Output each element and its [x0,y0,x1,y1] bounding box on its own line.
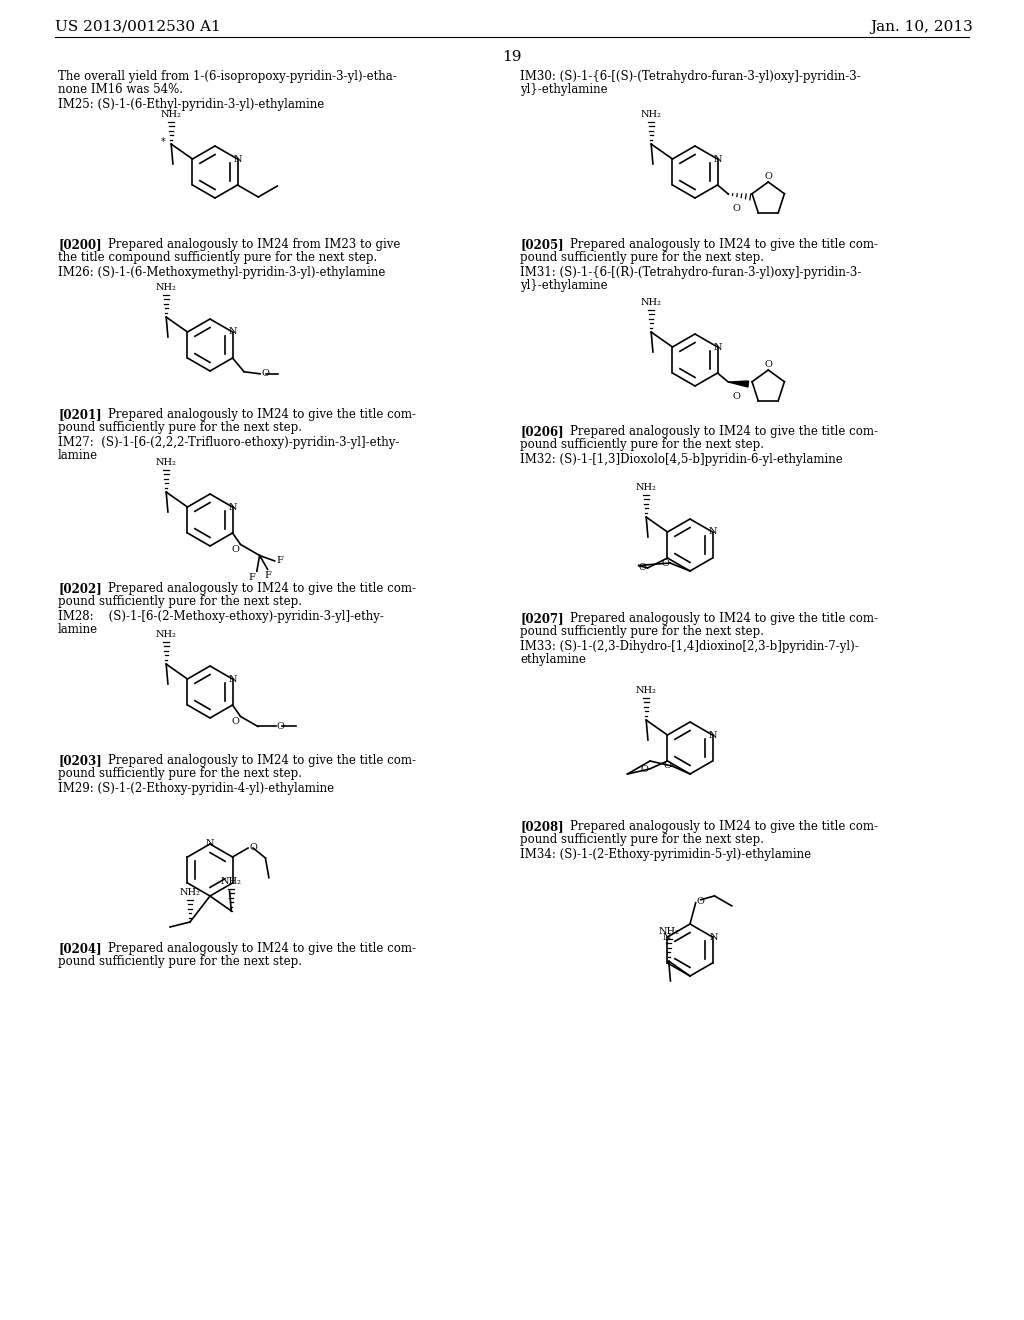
Text: N: N [709,730,717,739]
Text: [0203]: [0203] [58,754,101,767]
Text: N: N [206,838,214,847]
Text: F: F [248,573,255,582]
Text: O: O [732,205,740,213]
Text: *: * [161,137,166,147]
Text: IM25: (S)-1-(6-Ethyl-pyridin-3-yl)-ethylamine: IM25: (S)-1-(6-Ethyl-pyridin-3-yl)-ethyl… [58,98,325,111]
Text: lamine: lamine [58,623,98,636]
Text: yl}-ethylamine: yl}-ethylamine [520,279,607,292]
Text: [0207]: [0207] [520,612,563,624]
Text: O: O [249,843,257,853]
Text: F: F [264,572,271,581]
Text: IM30: (S)-1-{6-[(S)-(Tetrahydro-furan-3-yl)oxy]-pyridin-3-: IM30: (S)-1-{6-[(S)-(Tetrahydro-furan-3-… [520,70,861,83]
Text: N: N [714,342,722,351]
Text: pound sufficiently pure for the next step.: pound sufficiently pure for the next ste… [58,595,302,609]
Text: 19: 19 [502,50,522,63]
Text: pound sufficiently pure for the next step.: pound sufficiently pure for the next ste… [58,421,302,434]
Text: IM32: (S)-1-[1,3]Dioxolo[4,5-b]pyridin-6-yl-ethylamine: IM32: (S)-1-[1,3]Dioxolo[4,5-b]pyridin-6… [520,453,843,466]
Text: NH₂: NH₂ [658,927,679,936]
Text: Prepared analogously to IM24 to give the title com-: Prepared analogously to IM24 to give the… [108,754,416,767]
Text: [0204]: [0204] [58,942,101,954]
Text: O: O [231,718,240,726]
Text: Prepared analogously to IM24 to give the title com-: Prepared analogously to IM24 to give the… [570,612,878,624]
Text: Prepared analogously to IM24 to give the title com-: Prepared analogously to IM24 to give the… [108,942,416,954]
Text: N: N [228,503,237,511]
Text: NH₂: NH₂ [641,298,662,308]
Text: Prepared analogously to IM24 to give the title com-: Prepared analogously to IM24 to give the… [570,820,878,833]
Text: yl}-ethylamine: yl}-ethylamine [520,83,607,96]
Text: N: N [233,154,242,164]
Text: Jan. 10, 2013: Jan. 10, 2013 [870,20,973,34]
Text: O: O [276,722,285,731]
Text: NH₂: NH₂ [221,876,242,886]
Text: pound sufficiently pure for the next step.: pound sufficiently pure for the next ste… [58,954,302,968]
Text: N: N [710,932,718,941]
Text: [0202]: [0202] [58,582,101,595]
Text: NH₂: NH₂ [179,888,201,898]
Text: F: F [276,557,284,565]
Text: NH₂: NH₂ [636,686,656,696]
Text: IM34: (S)-1-(2-Ethoxy-pyrimidin-5-yl)-ethylamine: IM34: (S)-1-(2-Ethoxy-pyrimidin-5-yl)-et… [520,847,811,861]
Text: IM27:  (S)-1-[6-(2,2,2-Trifluoro-ethoxy)-pyridin-3-yl]-ethy-: IM27: (S)-1-[6-(2,2,2-Trifluoro-ethoxy)-… [58,436,399,449]
Text: Prepared analogously to IM24 from IM23 to give: Prepared analogously to IM24 from IM23 t… [108,238,400,251]
Text: N: N [714,154,722,164]
Text: O: O [696,898,705,907]
Text: [0206]: [0206] [520,425,563,438]
Text: NH₂: NH₂ [161,110,181,119]
Text: O: O [231,545,240,554]
Text: none IM16 was 54%.: none IM16 was 54%. [58,83,183,96]
Text: pound sufficiently pure for the next step.: pound sufficiently pure for the next ste… [520,624,764,638]
Text: Prepared analogously to IM24 to give the title com-: Prepared analogously to IM24 to give the… [108,408,416,421]
Text: pound sufficiently pure for the next step.: pound sufficiently pure for the next ste… [520,833,764,846]
Text: NH₂: NH₂ [641,110,662,119]
Text: the title compound sufficiently pure for the next step.: the title compound sufficiently pure for… [58,251,377,264]
Text: O: O [639,564,646,573]
Text: NH₂: NH₂ [156,458,176,467]
Text: ethylamine: ethylamine [520,653,586,667]
Text: [0200]: [0200] [58,238,101,251]
Text: O: O [732,392,740,401]
Polygon shape [728,381,749,387]
Text: US 2013/0012530 A1: US 2013/0012530 A1 [55,20,221,34]
Text: O: O [662,558,669,568]
Text: pound sufficiently pure for the next step.: pound sufficiently pure for the next ste… [520,251,764,264]
Text: Prepared analogously to IM24 to give the title com-: Prepared analogously to IM24 to give the… [570,425,878,438]
Text: N: N [228,675,237,684]
Text: [0208]: [0208] [520,820,563,833]
Text: The overall yield from 1-(6-isopropoxy-pyridin-3-yl)-etha-: The overall yield from 1-(6-isopropoxy-p… [58,70,396,83]
Text: [0205]: [0205] [520,238,563,251]
Text: NH₂: NH₂ [636,483,656,492]
Text: N: N [663,932,671,941]
Text: N: N [228,327,237,337]
Text: O: O [764,360,772,370]
Text: IM28:    (S)-1-[6-(2-Methoxy-ethoxy)-pyridin-3-yl]-ethy-: IM28: (S)-1-[6-(2-Methoxy-ethoxy)-pyridi… [58,610,384,623]
Text: Prepared analogously to IM24 to give the title com-: Prepared analogously to IM24 to give the… [570,238,878,251]
Text: IM29: (S)-1-(2-Ethoxy-pyridin-4-yl)-ethylamine: IM29: (S)-1-(2-Ethoxy-pyridin-4-yl)-ethy… [58,781,334,795]
Text: O: O [641,764,648,774]
Text: Prepared analogously to IM24 to give the title com-: Prepared analogously to IM24 to give the… [108,582,416,595]
Text: pound sufficiently pure for the next step.: pound sufficiently pure for the next ste… [58,767,302,780]
Text: IM33: (S)-1-(2,3-Dihydro-[1,4]dioxino[2,3-b]pyridin-7-yl)-: IM33: (S)-1-(2,3-Dihydro-[1,4]dioxino[2,… [520,640,859,653]
Text: lamine: lamine [58,449,98,462]
Text: NH₂: NH₂ [156,282,176,292]
Text: NH₂: NH₂ [156,630,176,639]
Text: [0201]: [0201] [58,408,101,421]
Text: N: N [709,528,717,536]
Text: O: O [664,762,671,771]
Text: pound sufficiently pure for the next step.: pound sufficiently pure for the next ste… [520,438,764,451]
Text: IM31: (S)-1-{6-[(R)-(Tetrahydro-furan-3-yl)oxy]-pyridin-3-: IM31: (S)-1-{6-[(R)-(Tetrahydro-furan-3-… [520,267,861,279]
Text: IM26: (S)-1-(6-Methoxymethyl-pyridin-3-yl)-ethylamine: IM26: (S)-1-(6-Methoxymethyl-pyridin-3-y… [58,267,385,279]
Text: O: O [261,370,269,379]
Text: O: O [764,172,772,181]
